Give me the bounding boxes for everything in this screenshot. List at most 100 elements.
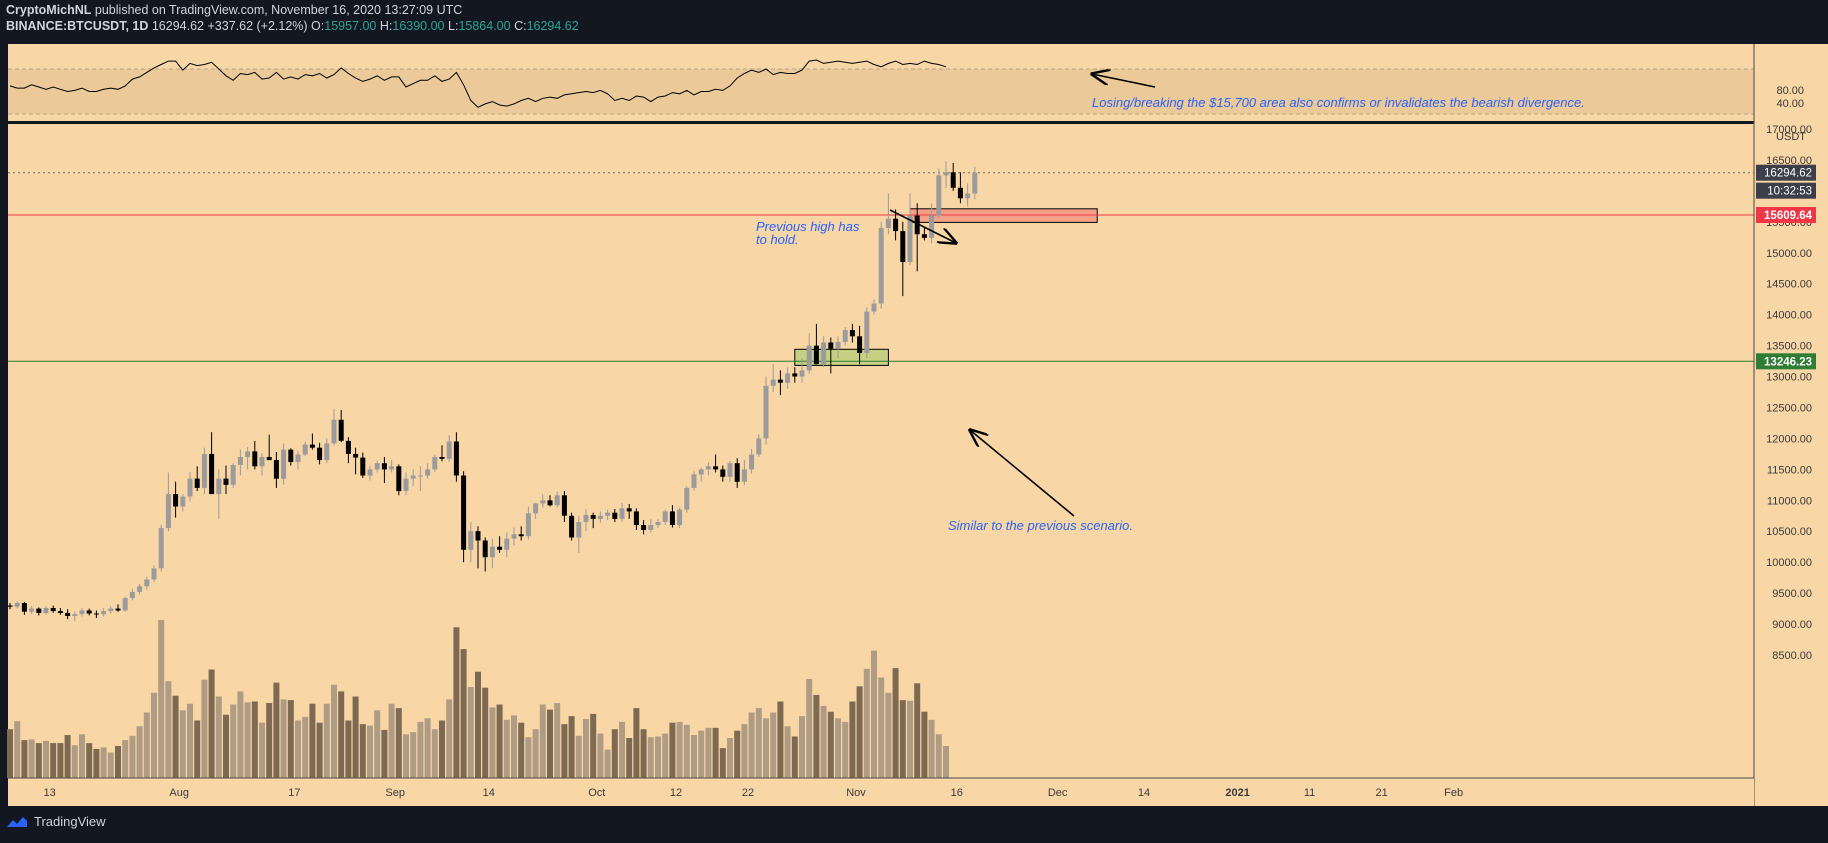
candle-body — [597, 515, 603, 519]
volume-bar — [748, 712, 755, 778]
volume-bar — [280, 699, 287, 778]
volume-bar — [554, 703, 561, 778]
volume-bar — [662, 733, 669, 778]
last-price-label: 16294.62 — [1756, 164, 1816, 181]
volume-bar — [935, 734, 942, 778]
price-tick-label: 14500.00 — [1766, 279, 1812, 291]
rsi-tick-40: 40.00 — [1776, 98, 1804, 110]
volume-bar — [647, 737, 654, 778]
candle-body — [828, 342, 834, 349]
candle-body — [806, 345, 812, 371]
candle-body — [50, 608, 56, 612]
volume-bar — [151, 692, 157, 778]
volume-bar — [287, 700, 294, 778]
time-ticks: 13 Aug 17 Sep 14 Oct 12 22 Nov 16 Dec 14 2021 11 21 Feb — [43, 787, 1463, 799]
candle-body — [907, 215, 913, 262]
time-tick-label: 16 — [951, 787, 963, 799]
price-tick-label: 10000.00 — [1766, 557, 1812, 569]
candle-body — [835, 341, 841, 349]
candle-body — [849, 330, 855, 337]
volume-bar — [165, 681, 172, 778]
candle-body — [65, 612, 71, 616]
symbol-label[interactable]: BINANCE:BTCUSDT, 1D — [6, 19, 149, 33]
price-tick-label: 8500.00 — [1772, 650, 1812, 662]
time-tick-label: 22 — [742, 787, 754, 799]
candle-body — [309, 444, 315, 448]
volume-bar — [928, 719, 935, 778]
candle-body — [799, 370, 805, 377]
volume-bar — [143, 712, 150, 778]
price-tick-label: 10500.00 — [1766, 526, 1812, 538]
volume-bar — [885, 692, 892, 778]
price-tick-label: 13500.00 — [1766, 341, 1812, 353]
candle-body — [468, 531, 474, 550]
time-axis[interactable] — [8, 778, 1754, 806]
candle-body — [201, 453, 207, 488]
candle-body — [439, 457, 445, 459]
volume-bar — [489, 707, 496, 778]
price-tick-label: 12000.00 — [1766, 433, 1812, 445]
volume-bar — [561, 724, 568, 778]
volume-bar — [712, 727, 719, 778]
publish-text: published on TradingView.com, November 1… — [94, 3, 463, 17]
rsi-line — [9, 59, 947, 108]
volume-bar — [43, 740, 49, 778]
volume-bar — [417, 721, 424, 778]
svg-text:13246.23: 13246.23 — [1764, 356, 1812, 368]
price-chart[interactable]: Losing/breaking the $15,700 area also co… — [0, 0, 1828, 806]
candle-body — [14, 603, 20, 607]
volume-bar — [719, 748, 726, 778]
countdown-label: 10:32:53 — [1756, 182, 1816, 199]
price-tick-label: 14000.00 — [1766, 310, 1812, 322]
volume-bar — [820, 705, 827, 778]
volume-bar — [842, 721, 849, 778]
volume-bar — [345, 720, 352, 778]
volume-bar — [496, 704, 503, 778]
candles — [7, 161, 978, 621]
similar-note: Similar to the previous scenario. — [948, 518, 1133, 533]
candle-body — [209, 453, 215, 495]
prev-high-note-1: Previous high has — [756, 219, 860, 234]
candle-body — [965, 193, 971, 199]
high-value: 16390.00 — [392, 19, 445, 33]
candle-body — [561, 495, 567, 516]
rsi-arrow — [1092, 74, 1156, 88]
publish-info: CryptoMichNL published on TradingView.co… — [6, 3, 462, 17]
volume-bar — [215, 696, 222, 778]
time-tick-label: 11 — [1304, 787, 1315, 799]
volume-bar — [35, 743, 42, 778]
volume-bar — [115, 746, 121, 778]
last-price: 16294.62 — [151, 19, 204, 33]
price-tick-label: 17000.00 — [1766, 124, 1812, 136]
svg-text:10:32:53: 10:32:53 — [1767, 186, 1812, 198]
volume-bar — [705, 727, 712, 778]
volume-bar — [503, 719, 510, 778]
candle-body — [79, 610, 85, 615]
candle-body — [187, 478, 193, 497]
footer-brand-text: TradingView — [34, 814, 106, 829]
open-label: O: — [311, 19, 325, 33]
author-name[interactable]: CryptoMichNL — [6, 3, 92, 17]
candle-body — [331, 419, 337, 444]
volume-bar — [827, 711, 834, 778]
candle-body — [777, 379, 783, 383]
price-axis-unit: USDT — [1776, 131, 1806, 143]
candle-body — [432, 457, 438, 470]
volume-bar — [316, 722, 323, 778]
volume-bar — [755, 708, 762, 778]
volume-bar — [676, 721, 683, 778]
volume-bar — [410, 732, 417, 778]
volume-bar — [568, 716, 575, 778]
candle-body — [29, 608, 35, 612]
volume-bar — [597, 733, 604, 778]
footer-brand[interactable]: TradingView — [6, 814, 106, 829]
candle-body — [900, 231, 906, 262]
candle-body — [785, 373, 791, 383]
pane-separator[interactable] — [0, 121, 1828, 124]
time-tick-label: 21 — [1375, 787, 1387, 799]
candle-body — [230, 465, 236, 485]
volume-bar — [323, 703, 330, 778]
volume-bar — [172, 695, 179, 778]
volume-bar — [93, 748, 100, 778]
